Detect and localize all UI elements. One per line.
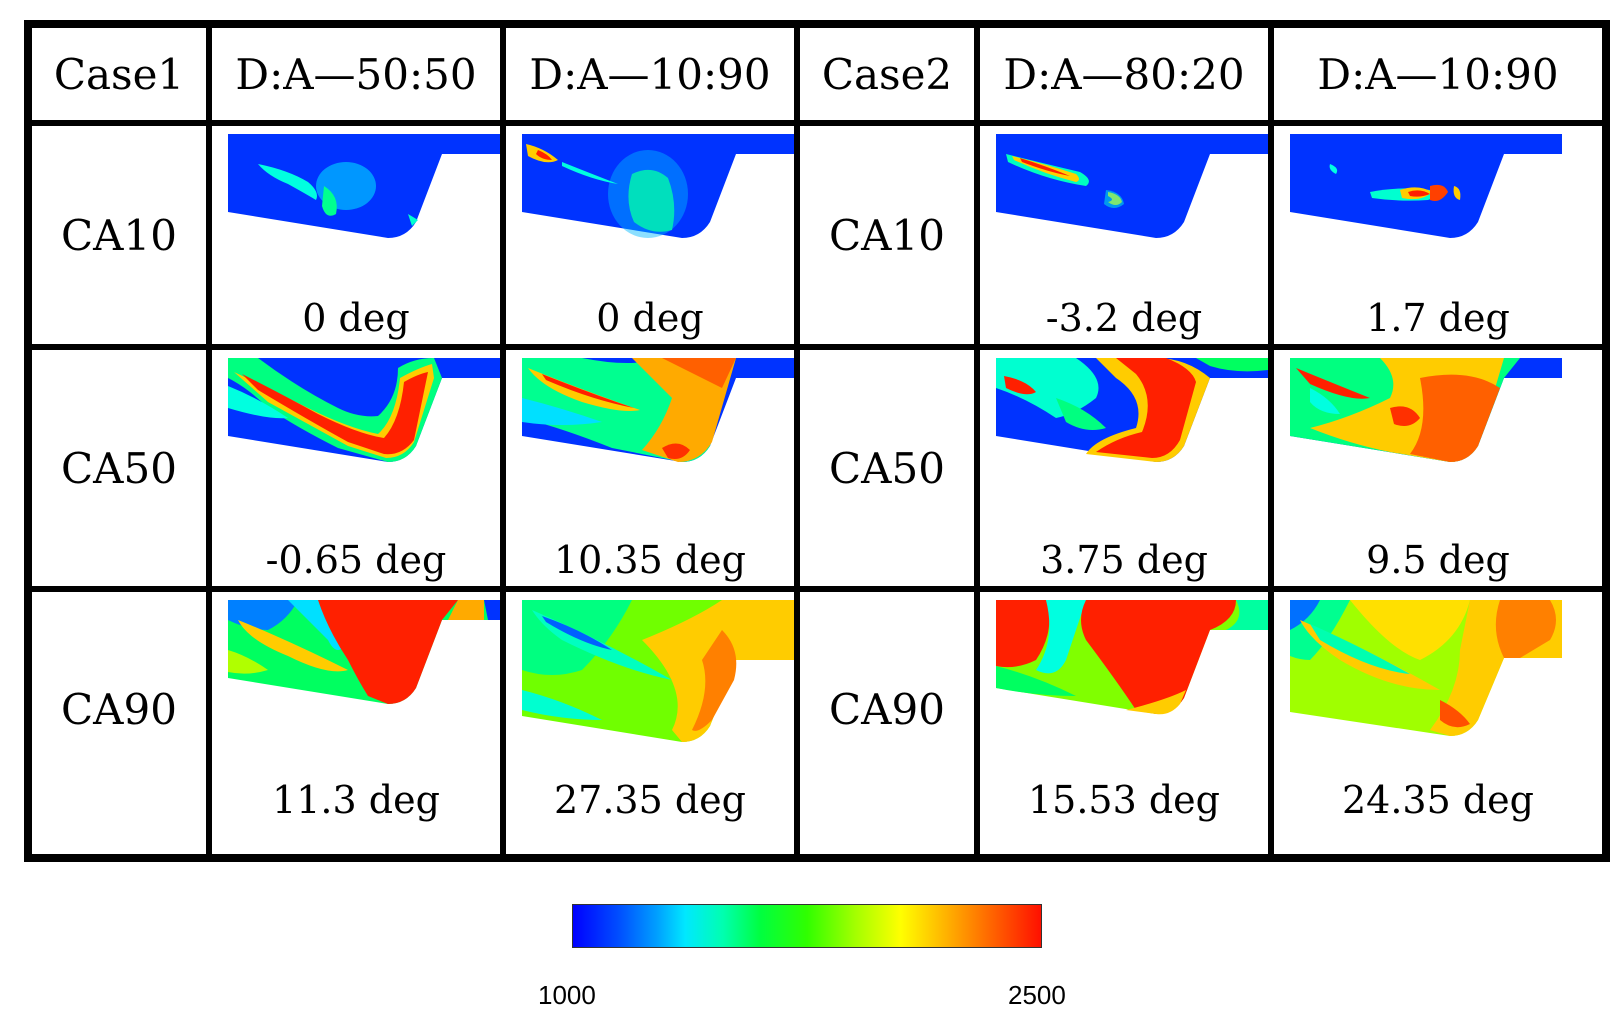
row-label-ca50: CA50 — [61, 443, 177, 493]
temperature-contour-map — [1290, 600, 1562, 736]
temperature-contour-map — [228, 134, 500, 238]
contour-cell: 24.35 deg — [1274, 592, 1602, 826]
crank-angle-label: 3.75 deg — [1040, 538, 1208, 582]
header-case2: Case2 — [821, 49, 953, 99]
contour-cell: -3.2 deg — [980, 126, 1268, 344]
contour-cell: 10.35 deg — [506, 350, 794, 586]
contour-cell: 1.7 deg — [1274, 126, 1602, 344]
row-label-ca90: CA90 — [829, 684, 945, 734]
crank-angle-label: 15.53 deg — [1027, 778, 1220, 822]
temperature-contour-map — [522, 134, 794, 238]
crank-angle-label: 9.5 deg — [1366, 538, 1510, 582]
contour-cell: 3.75 deg — [980, 350, 1268, 586]
temperature-contour-map — [1290, 358, 1562, 462]
temperature-contour-map — [1290, 134, 1562, 238]
header-case1-col2: D:A—10:90 — [529, 49, 771, 99]
grid-line — [32, 586, 1602, 592]
temperature-contour-map — [228, 600, 500, 704]
temperature-contour-map — [228, 358, 500, 462]
grid-line — [500, 28, 506, 854]
colorbar-min-label: 1000 — [538, 980, 596, 1010]
crank-angle-label: 1.7 deg — [1366, 296, 1510, 340]
crank-angle-label: 24.35 deg — [1341, 778, 1534, 822]
temperature-contour-map — [522, 358, 794, 462]
contour-cell: 15.53 deg — [980, 592, 1268, 826]
figure-table: Case1 D:A—50:50 D:A—10:90 Case2 D:A—80:2… — [24, 20, 1610, 862]
grid-line — [32, 120, 1602, 126]
crank-angle-label: 11.3 deg — [272, 778, 440, 822]
colorbar-max-label: 2500 — [1008, 980, 1066, 1010]
contour-cell: 27.35 deg — [506, 592, 794, 826]
row-label-ca10: CA10 — [829, 210, 945, 260]
row-label-ca50: CA50 — [829, 443, 945, 493]
crank-angle-label: -0.65 deg — [265, 538, 447, 582]
crank-angle-label: 0 deg — [302, 296, 410, 340]
row-label-ca90: CA90 — [61, 684, 177, 734]
crank-angle-label: 27.35 deg — [553, 778, 746, 822]
row-label-ca10: CA10 — [61, 210, 177, 260]
contour-cell: 0 deg — [506, 126, 794, 344]
contour-cell: 0 deg — [212, 126, 500, 344]
temperature-colorbar — [572, 904, 1042, 948]
header-case2-col2: D:A—10:90 — [1317, 49, 1559, 99]
crank-angle-label: -3.2 deg — [1045, 296, 1203, 340]
grid-line — [206, 28, 212, 854]
crank-angle-label: 0 deg — [596, 296, 704, 340]
grid-line — [1268, 28, 1274, 854]
header-case1-col1: D:A—50:50 — [235, 49, 477, 99]
crank-angle-label: 10.35 deg — [553, 538, 746, 582]
grid-line — [794, 28, 800, 854]
contour-cell: 11.3 deg — [212, 592, 500, 826]
temperature-contour-map — [996, 600, 1268, 715]
header-case2-col1: D:A—80:20 — [1003, 49, 1245, 99]
temperature-contour-map — [996, 358, 1268, 462]
contour-cell: -0.65 deg — [212, 350, 500, 586]
temperature-contour-map — [996, 134, 1268, 238]
grid-line — [974, 28, 980, 854]
contour-cell: 9.5 deg — [1274, 350, 1602, 586]
grid-line — [32, 344, 1602, 350]
temperature-contour-map — [522, 600, 794, 742]
header-case1: Case1 — [53, 49, 185, 99]
